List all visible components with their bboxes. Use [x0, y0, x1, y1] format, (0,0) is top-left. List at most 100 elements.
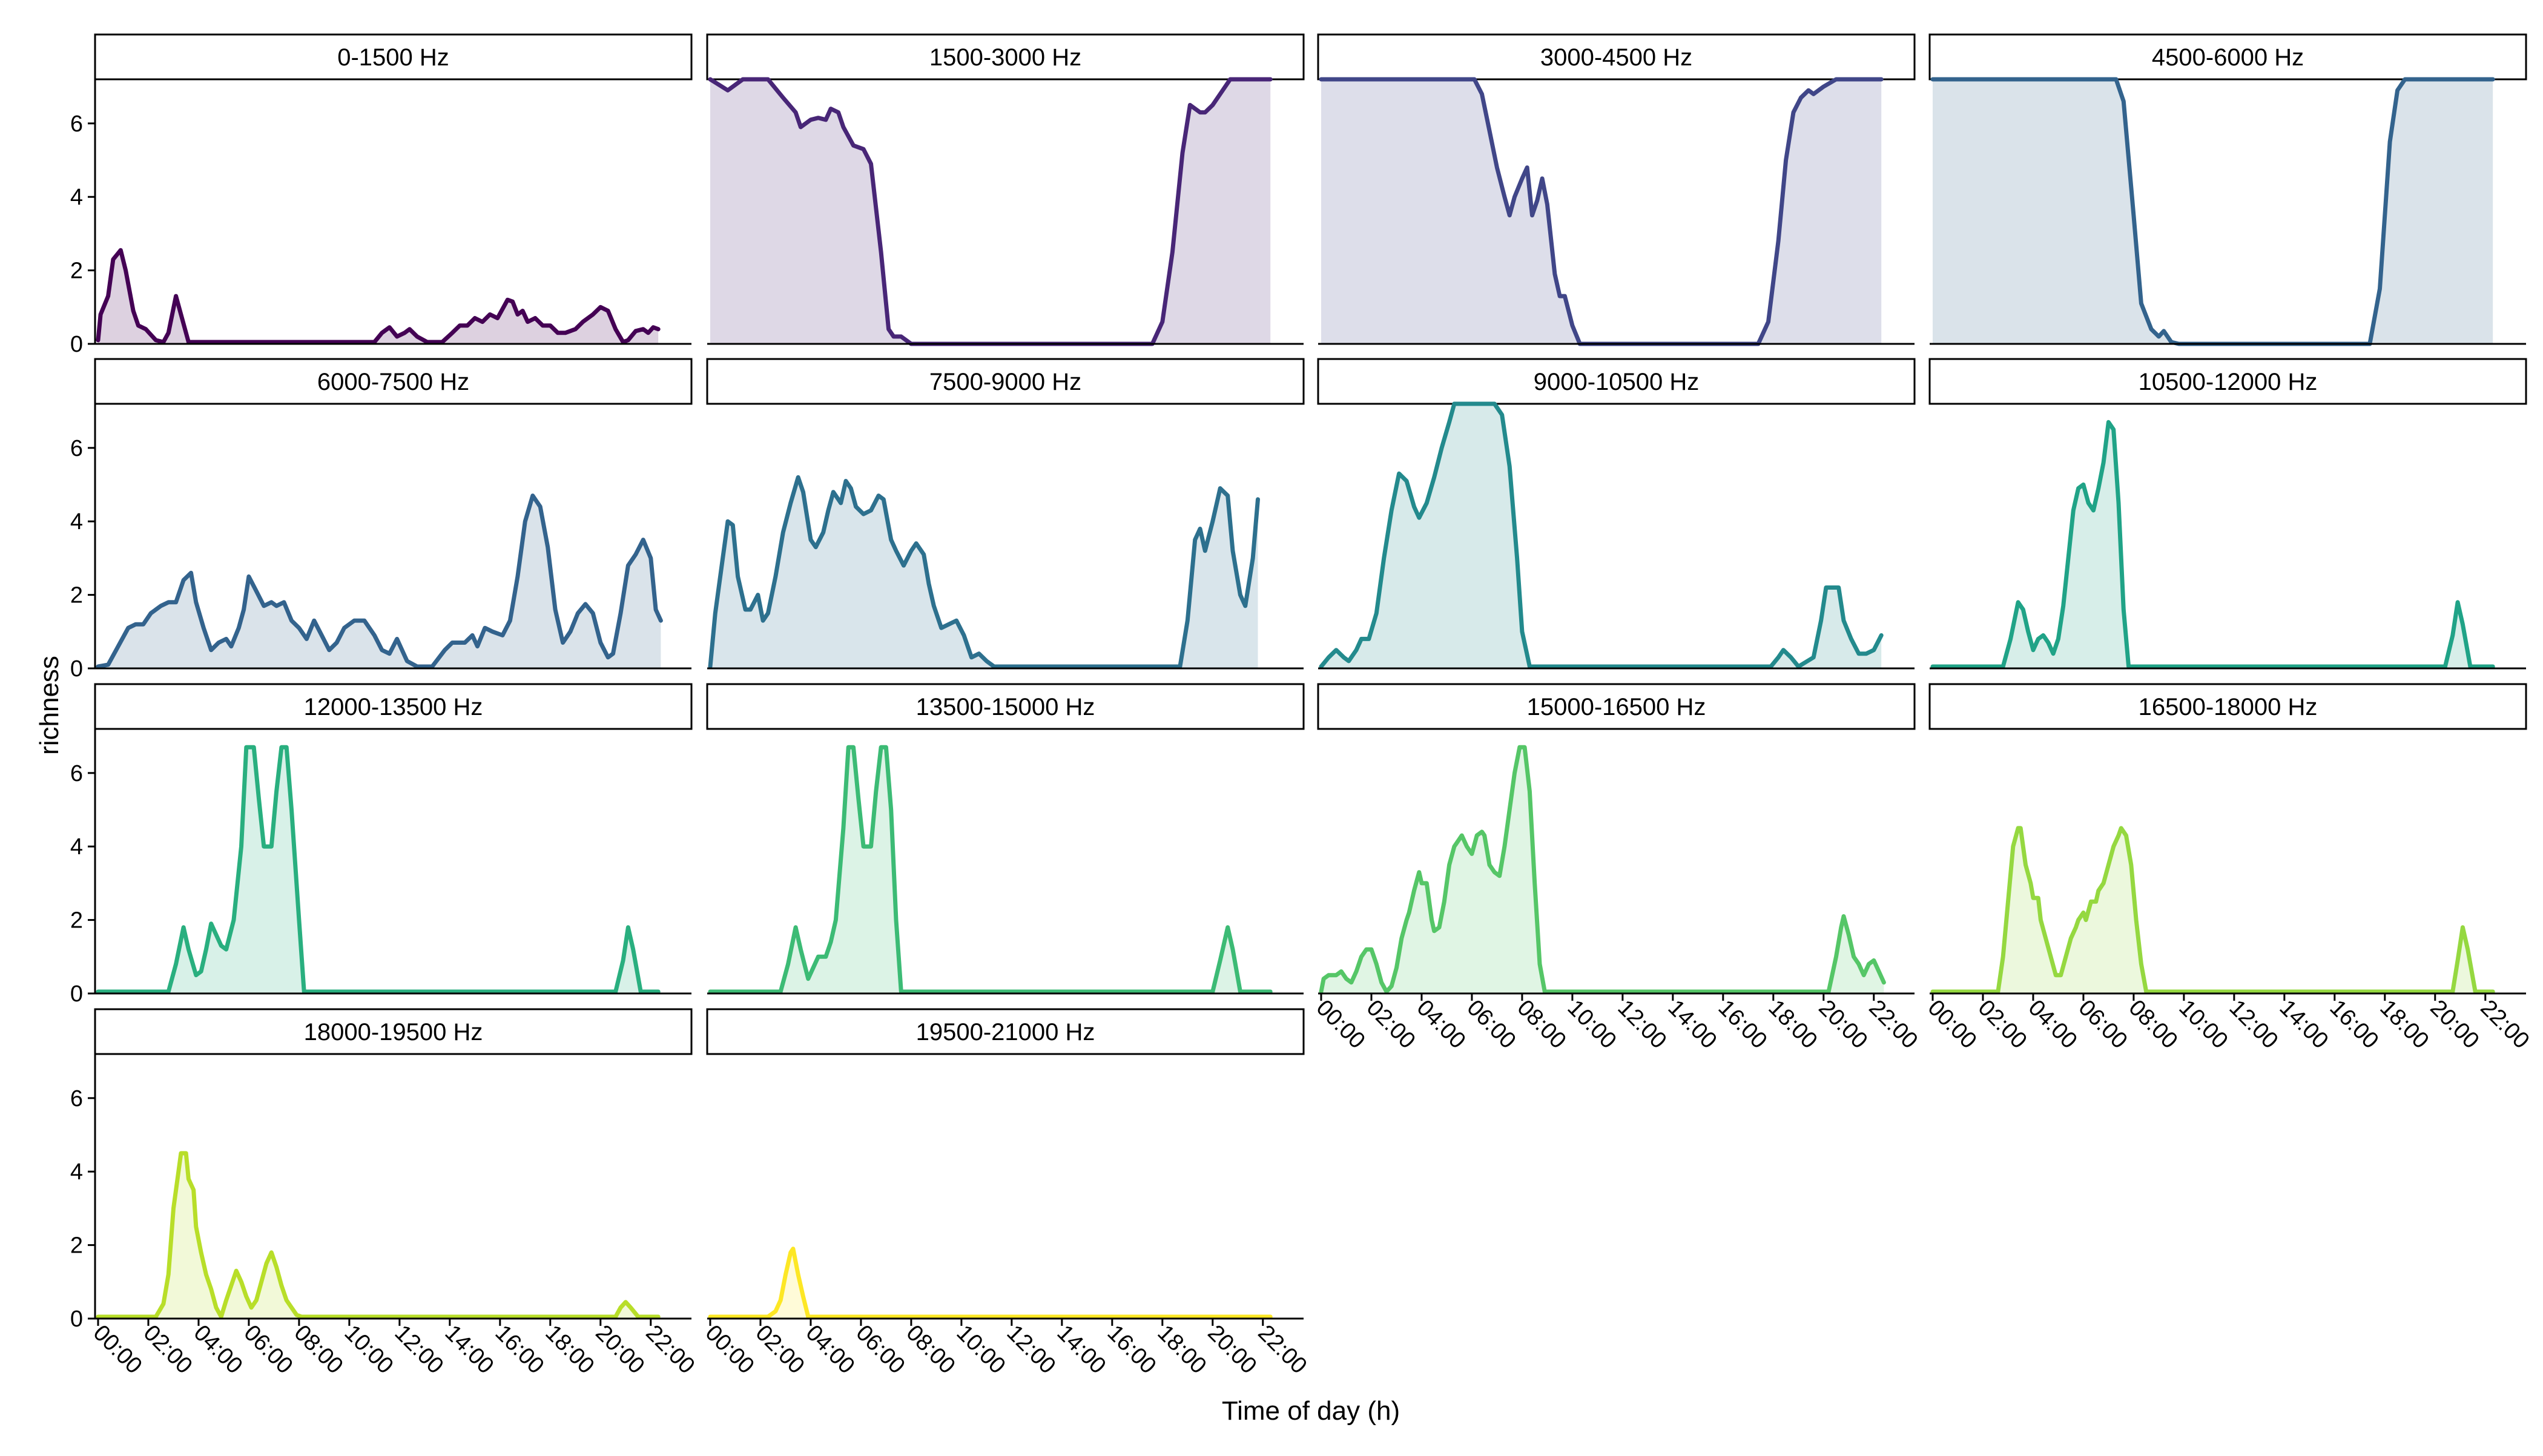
x-tick-label: 18:00 — [2375, 995, 2433, 1054]
facet-panel: 9000-10500 Hz — [1317, 358, 1916, 670]
facet-strip — [1928, 683, 2527, 730]
facet-panel: 16500-18000 Hz00:0002:0004:0006:0008:001… — [1923, 683, 2534, 1054]
facet-strip-label: 16500-18000 Hz — [2139, 694, 2318, 720]
y-tick-label: 2 — [70, 583, 83, 608]
facet-strip-label: 3000-4500 Hz — [1540, 44, 1692, 71]
series-line — [96, 745, 661, 994]
x-tick-label: 22:00 — [2475, 995, 2534, 1054]
series-area — [98, 495, 661, 668]
x-tick-label: 16:00 — [2324, 995, 2383, 1054]
facet-panel: 12000-13500 Hz 0 2 4 6 — [70, 683, 693, 1007]
facet-panel: 18000-19500 Hz 0 2 4 6 00:0002:0004:0006:0008… — [70, 1008, 699, 1379]
facet-strip-label: 15000-16500 Hz — [1527, 694, 1706, 720]
x-tick-label: 08:00 — [289, 1320, 348, 1379]
facet-strip-label: 12000-13500 Hz — [304, 694, 483, 720]
x-tick-label: 22:00 — [1864, 995, 1922, 1054]
facet-panel: 19500-21000 Hz00:0002:0004:0006:0008:001… — [701, 1008, 1311, 1379]
facet-strip-label: 10500-12000 Hz — [2139, 369, 2318, 395]
x-tick-label: 10:00 — [1563, 995, 1621, 1054]
y-tick-label: 4 — [70, 1159, 83, 1185]
x-tick-label: 20:00 — [1813, 995, 1872, 1054]
x-tick-label: 02:00 — [751, 1320, 810, 1379]
facet-strip — [94, 1008, 693, 1055]
x-tick-label: 04:00 — [189, 1320, 248, 1379]
x-tick-label: 14:00 — [1663, 995, 1721, 1054]
x-tick-label: 04:00 — [801, 1320, 860, 1379]
x-tick-label: 18:00 — [540, 1320, 599, 1379]
series-area — [1321, 79, 1882, 344]
x-tick-label: 10:00 — [2174, 995, 2233, 1054]
series-area — [98, 250, 659, 344]
facet-strip-label: 19500-21000 Hz — [916, 1019, 1095, 1046]
series-line — [708, 475, 1260, 669]
series-area — [1321, 747, 1884, 993]
y-tick-label: 4 — [70, 185, 83, 210]
y-tick-label: 6 — [70, 1086, 83, 1112]
series-area — [1933, 828, 2493, 993]
x-tick-label: 22:00 — [641, 1320, 699, 1379]
facet-strip — [1928, 358, 2527, 405]
x-tick-label: 00:00 — [1311, 995, 1370, 1054]
y-tick-label: 0 — [70, 656, 83, 682]
facet-panel: 10500-12000 Hz — [1928, 358, 2527, 670]
x-tick-label: 00:00 — [701, 1320, 759, 1379]
facet-strip — [1317, 683, 1916, 730]
x-tick-label: 00:00 — [88, 1320, 147, 1379]
x-tick-label: 12:00 — [1002, 1320, 1061, 1379]
x-tick-label: 04:00 — [1412, 995, 1471, 1054]
series-line — [708, 1247, 1273, 1319]
series-area — [710, 79, 1271, 344]
x-tick-label: 06:00 — [851, 1320, 910, 1379]
series-area — [98, 1153, 659, 1319]
x-tick-label: 12:00 — [390, 1320, 449, 1379]
x-tick-label: 18:00 — [1152, 1320, 1211, 1379]
series-area — [710, 747, 1271, 993]
facet-strip — [1928, 33, 2527, 81]
y-tick-label: 4 — [70, 834, 83, 860]
x-tick-label: 22:00 — [1253, 1320, 1311, 1379]
x-tick-label: 02:00 — [139, 1320, 197, 1379]
x-tick-label: 16:00 — [490, 1320, 549, 1379]
y-axis-title: richness — [35, 656, 64, 755]
x-tick-label: 02:00 — [1973, 995, 2032, 1054]
x-tick-label: 10:00 — [340, 1320, 398, 1379]
x-tick-label: 14:00 — [440, 1320, 498, 1379]
x-axis-title: Time of day (h) — [1222, 1396, 1400, 1426]
series-line — [708, 745, 1273, 994]
facet-panel: 13500-15000 Hz — [706, 683, 1305, 995]
x-tick-label: 18:00 — [1763, 995, 1822, 1054]
series-line — [1319, 745, 1886, 994]
series-area — [1933, 422, 2493, 668]
series-line — [1930, 420, 2495, 669]
facet-panel: 0-1500 Hz 0 2 4 6 — [70, 33, 693, 357]
facet-panel: 3000-4500 Hz — [1317, 33, 1916, 346]
x-tick-label: 02:00 — [1362, 995, 1420, 1054]
y-tick-label: 0 — [70, 981, 83, 1007]
x-tick-label: 14:00 — [2274, 995, 2333, 1054]
x-tick-label: 16:00 — [1713, 995, 1772, 1054]
series-line — [1930, 77, 2495, 346]
y-tick-label: 2 — [70, 908, 83, 934]
series-line — [1319, 77, 1884, 346]
x-tick-label: 10:00 — [952, 1320, 1011, 1379]
y-tick-label: 0 — [70, 332, 83, 357]
facet-strip — [706, 683, 1305, 730]
y-tick-label: 6 — [70, 111, 83, 137]
series-line — [96, 493, 663, 669]
facet-strip-label: 18000-19500 Hz — [304, 1019, 483, 1046]
series-line — [1930, 826, 2495, 994]
facet-strip-label: 6000-7500 Hz — [317, 369, 469, 395]
x-tick-label: 16:00 — [1102, 1320, 1161, 1379]
x-tick-label: 08:00 — [902, 1320, 960, 1379]
x-tick-label: 20:00 — [590, 1320, 649, 1379]
y-tick-label: 6 — [70, 761, 83, 786]
facet-panel: 4500-6000 Hz — [1928, 33, 2527, 346]
x-tick-label: 12:00 — [2225, 995, 2283, 1054]
facet-panel: 1500-3000 Hz — [706, 33, 1305, 346]
series-line — [1319, 401, 1884, 669]
x-tick-label: 20:00 — [2425, 995, 2484, 1054]
facet-strip — [94, 358, 693, 405]
series-area — [98, 747, 659, 993]
y-tick-label: 0 — [70, 1306, 83, 1332]
